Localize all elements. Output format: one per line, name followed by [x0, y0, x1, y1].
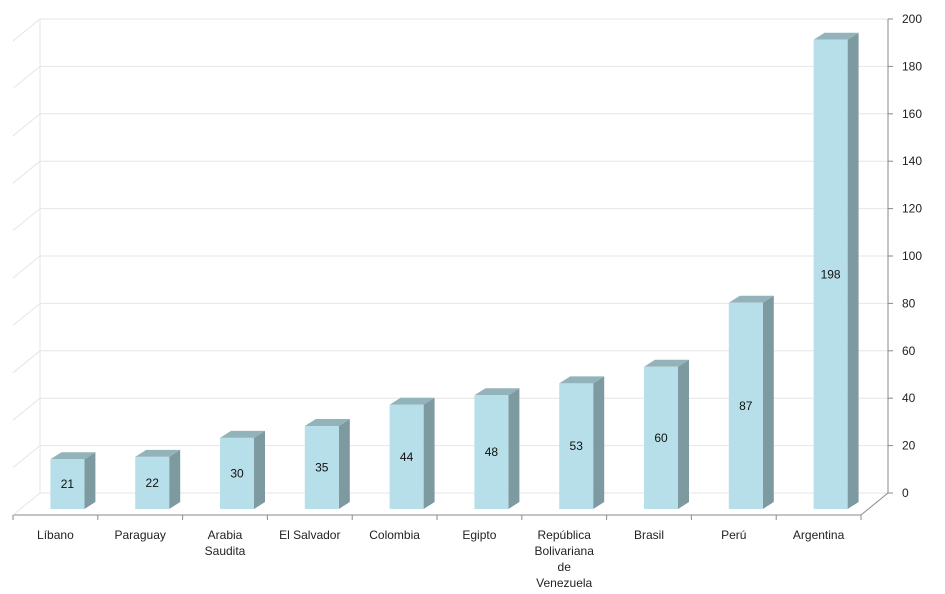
- bar-front: [559, 383, 594, 509]
- side-gridline: [12, 208, 41, 231]
- bar-side: [593, 376, 605, 509]
- bar-value-label: 44: [400, 450, 414, 464]
- x-category-label: Brasil: [634, 528, 664, 542]
- bar: 44: [389, 397, 435, 509]
- bar: 48: [474, 388, 520, 509]
- y-tick-label: 200: [902, 12, 922, 26]
- bars: 21 22 30 35 44 48 53 60 87 198: [50, 32, 859, 510]
- side-gridline: [12, 160, 41, 184]
- bar-side: [508, 388, 520, 509]
- bar-front: [389, 404, 424, 509]
- x-category-label: Paraguay: [115, 528, 166, 542]
- bar-top: [559, 376, 605, 384]
- bar-side: [338, 419, 350, 509]
- x-category-label: El Salvador: [279, 528, 340, 542]
- x-category-label: Egipto: [462, 528, 496, 542]
- side-gridline: [12, 303, 41, 326]
- bar-value-label: 21: [61, 477, 75, 491]
- bar: 35: [304, 419, 350, 509]
- bar-value-label: 60: [654, 431, 668, 445]
- bar-value-label: 53: [570, 439, 584, 453]
- bar-side: [847, 32, 859, 510]
- x-category-label: Argentina: [793, 528, 845, 542]
- x-category-label: Perú: [721, 528, 746, 542]
- bar-front: [474, 395, 509, 509]
- y-tick-label: 40: [902, 391, 916, 405]
- x-category-label: Arabia Saudita: [205, 528, 246, 558]
- side-gridline: [12, 255, 41, 279]
- bar-front: [220, 437, 254, 509]
- y-axis-ticks: 0 20 40 60 80 100 120 140 160 180 200: [888, 12, 922, 500]
- y-tick-label: 80: [902, 296, 916, 310]
- bar-front: [50, 459, 85, 509]
- x-category-label: República Bolivariana de Venezuela: [535, 528, 595, 590]
- gridlines: [12, 18, 888, 493]
- y-tick-label: 180: [902, 59, 922, 73]
- bar: 22: [135, 449, 181, 509]
- y-tick-label: 120: [902, 202, 922, 216]
- bar-top: [813, 32, 859, 40]
- bar: 87: [728, 295, 774, 509]
- side-gridline: [12, 113, 41, 137]
- y-tick-label: 20: [902, 439, 916, 453]
- bar-top: [304, 419, 350, 427]
- floor-left-edge: [12, 492, 41, 516]
- bar-value-label: 22: [146, 476, 160, 490]
- bar-side: [169, 449, 181, 509]
- bar-top: [389, 397, 435, 405]
- bar: 198: [813, 32, 859, 510]
- bar-front: [813, 39, 848, 510]
- bar: 21: [50, 452, 96, 509]
- bar: 30: [220, 430, 265, 509]
- side-gridline: [12, 445, 41, 468]
- side-gridline: [12, 350, 41, 374]
- y-tick-label: 100: [902, 249, 922, 263]
- y-tick-label: 0: [902, 486, 909, 500]
- bar-top: [220, 430, 265, 438]
- bar-top: [644, 359, 689, 367]
- bar-front: [135, 456, 170, 509]
- y-tick-label: 60: [902, 344, 916, 358]
- bar: 53: [559, 376, 605, 509]
- bar-front: [644, 366, 678, 509]
- side-gridline: [12, 66, 41, 89]
- bar-top: [50, 452, 96, 460]
- bar-front: [728, 302, 763, 509]
- bar-side: [254, 430, 265, 509]
- bar-top: [135, 449, 181, 457]
- bar-side: [423, 397, 435, 509]
- bar-front: [304, 426, 339, 509]
- bar-top: [474, 388, 520, 396]
- bar-side: [84, 452, 96, 509]
- bar-value-label: 87: [739, 399, 753, 413]
- bar-value-label: 30: [230, 466, 244, 480]
- y-tick-label: 160: [902, 107, 922, 121]
- bar-value-label: 35: [315, 461, 329, 475]
- bar-side: [762, 295, 774, 509]
- floor-right-edge: [860, 492, 889, 516]
- bar-value-label: 48: [485, 445, 499, 459]
- x-axis-labels: Líbano Paraguay Arabia Saudita El Salvador Co…: [37, 528, 845, 590]
- bar-side: [678, 359, 689, 509]
- bar-value-label: 198: [821, 267, 841, 281]
- x-category-label: Líbano: [37, 528, 74, 542]
- bar: 60: [644, 359, 689, 509]
- bar-top: [728, 295, 774, 303]
- x-category-label: Colombia: [369, 528, 420, 542]
- side-gridline: [12, 18, 41, 42]
- side-gridline: [12, 397, 41, 421]
- y-tick-label: 140: [902, 154, 922, 168]
